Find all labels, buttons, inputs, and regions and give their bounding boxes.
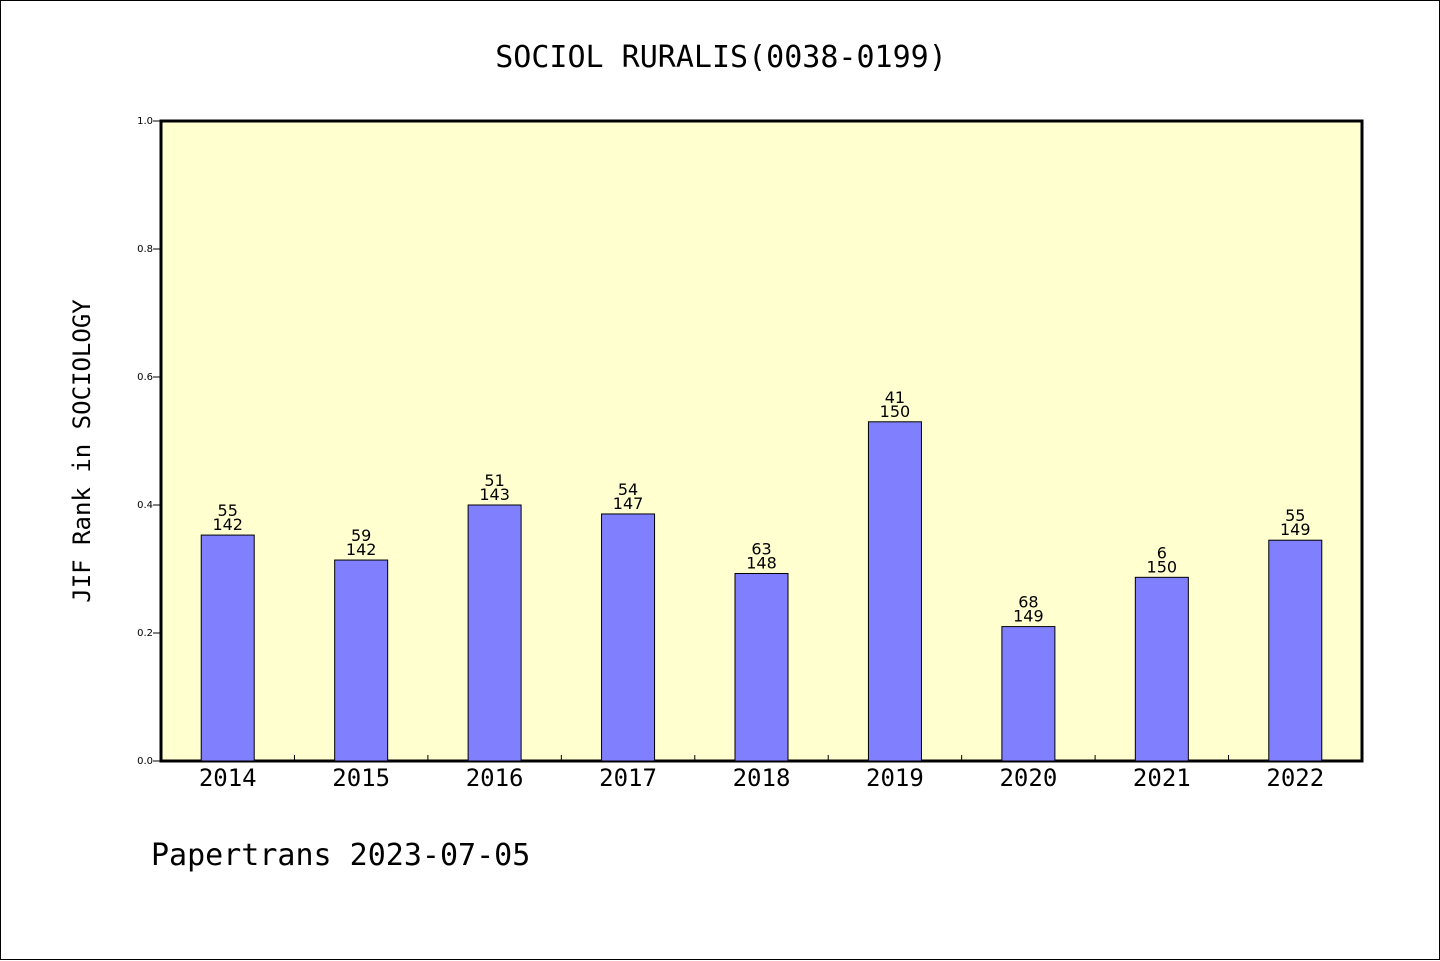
bar-label-rank: 54 <box>618 480 638 499</box>
bar-2017 <box>601 513 656 762</box>
bar-label-total: 149 <box>1013 607 1044 626</box>
x-tick-label: 2017 <box>599 764 657 792</box>
bar-label-rank: 55 <box>1285 506 1305 525</box>
y-tick-label: 0.6 <box>137 372 153 383</box>
x-tick-label: 2021 <box>1133 764 1191 792</box>
x-tick-label: 2014 <box>199 764 257 792</box>
bar-label-total: 150 <box>1147 557 1178 576</box>
bar-2021 <box>1134 576 1189 762</box>
x-axis-ticks: 2014 2015 2016 2017 2018 2019 2020 2021 2022 <box>199 755 1324 792</box>
y-tick-label: 0.8 <box>137 244 153 255</box>
bar-2014 <box>200 534 255 762</box>
bar-2020 <box>1001 626 1056 762</box>
y-tick-label: 1.0 <box>137 116 153 127</box>
bar-label-total: 149 <box>1280 520 1311 539</box>
bar-label-rank: 55 <box>218 501 238 520</box>
x-tick-label: 2020 <box>999 764 1057 792</box>
bar-label-rank: 51 <box>484 471 504 490</box>
bar-label-total: 150 <box>880 402 911 421</box>
bar-label-rank: 41 <box>885 388 905 407</box>
bar-label-rank: 59 <box>351 526 371 545</box>
x-tick-label: 2016 <box>466 764 524 792</box>
y-tick-label: 0.0 <box>137 756 153 767</box>
bar-2018 <box>734 572 789 762</box>
bar-label-total: 142 <box>212 515 243 534</box>
bar-2022 <box>1268 539 1323 762</box>
bars <box>200 421 1323 762</box>
x-tick-label: 2018 <box>733 764 791 792</box>
bar-label-total: 142 <box>346 540 377 559</box>
bar-2015 <box>334 559 389 762</box>
x-tick-label: 2022 <box>1266 764 1324 792</box>
chart-title: SOCIOL RURALIS(0038-0199) <box>495 40 947 75</box>
bar-label-total: 148 <box>746 553 777 572</box>
x-tick-label: 2015 <box>332 764 390 792</box>
bar-label-rank: 68 <box>1018 593 1038 612</box>
y-tick-label: 0.4 <box>137 500 153 511</box>
footer-credit: Papertrans 2023-07-05 <box>151 838 530 873</box>
bar-label-rank: 63 <box>751 539 771 558</box>
bar-2016 <box>467 504 522 762</box>
bar-2019 <box>867 421 922 762</box>
bar-label-rank: 6 <box>1157 543 1167 562</box>
bar-label-total: 147 <box>613 494 644 513</box>
y-axis-ticks: 0.0 0.2 0.4 0.6 0.8 1.0 <box>137 116 161 767</box>
y-axis-label: JIF Rank in SOCIOLOGY <box>68 299 96 603</box>
bar-label-total: 143 <box>479 485 510 504</box>
y-tick-label: 0.2 <box>137 628 153 639</box>
x-tick-label: 2019 <box>866 764 924 792</box>
